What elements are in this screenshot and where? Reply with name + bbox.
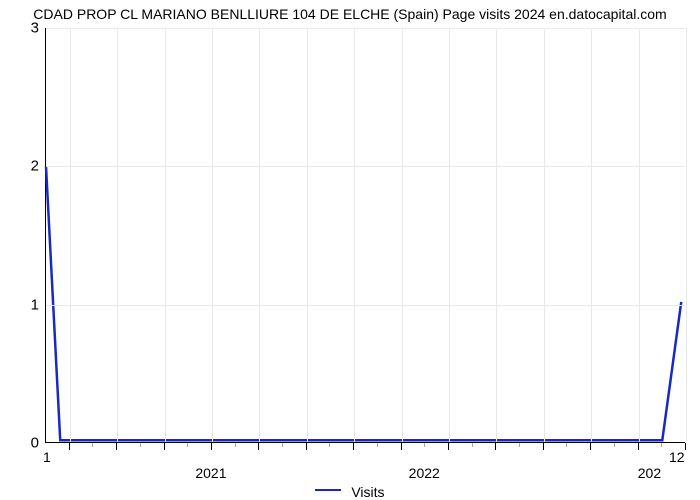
plot-area [45,28,685,443]
legend-swatch-visits [315,489,341,491]
secondary-x-right: 12 [669,449,685,465]
x-tick-label: 2022 [409,465,440,481]
secondary-x-left: 1 [43,449,51,465]
legend-label-visits: Visits [351,484,384,500]
y-tick-label: 3 [9,20,39,37]
y-tick-label: 0 [9,435,39,452]
chart-title: CDAD PROP CL MARIANO BENLLIURE 104 DE EL… [0,6,700,22]
x-tick-label: 2021 [195,465,226,481]
chart-container: CDAD PROP CL MARIANO BENLLIURE 104 DE EL… [0,0,700,500]
x-tick-label: 202 [638,465,661,481]
line-series [46,28,686,443]
legend: Visits [0,483,700,500]
y-tick-label: 2 [9,158,39,175]
y-tick-label: 1 [9,296,39,313]
